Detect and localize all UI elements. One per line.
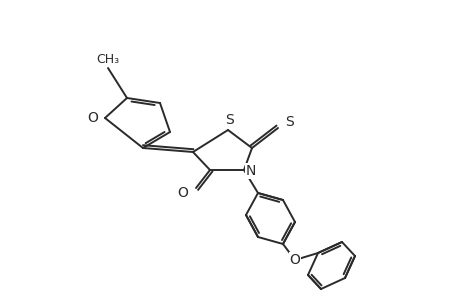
Text: O: O xyxy=(177,186,188,200)
Text: CH₃: CH₃ xyxy=(96,53,119,66)
Text: S: S xyxy=(285,115,294,129)
Text: N: N xyxy=(245,164,256,178)
Text: S: S xyxy=(225,113,234,127)
Text: O: O xyxy=(87,111,98,125)
Text: O: O xyxy=(289,253,300,267)
